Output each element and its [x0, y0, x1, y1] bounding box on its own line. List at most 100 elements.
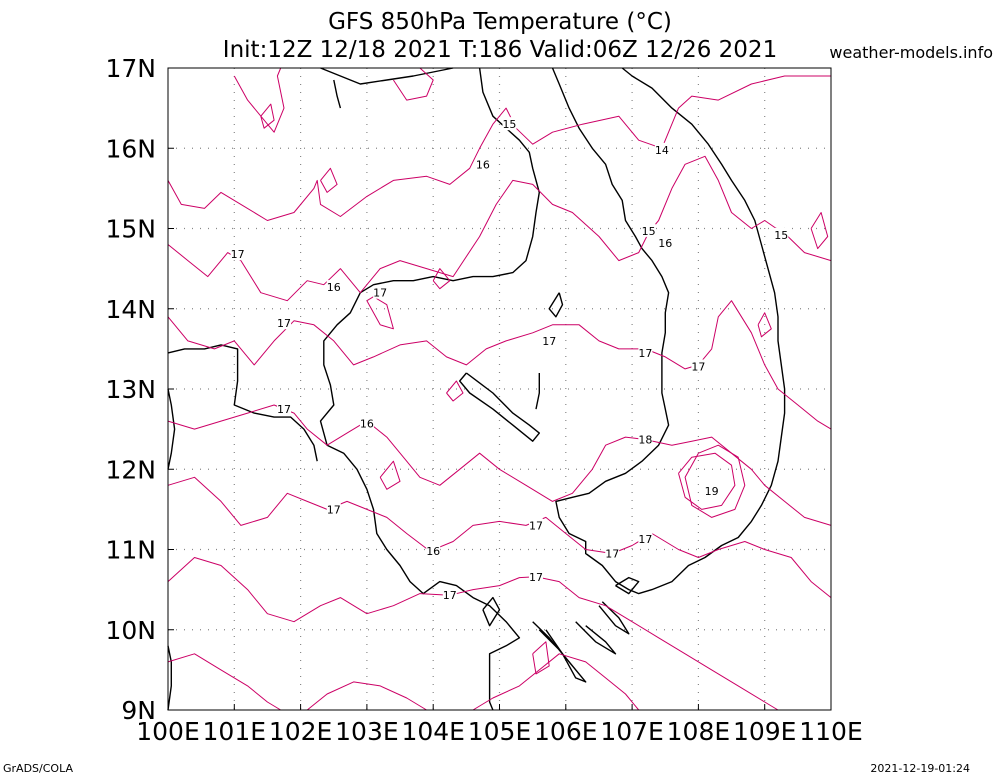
contour-label-bg — [654, 142, 669, 156]
coastline — [575, 621, 617, 655]
contour-label-bg — [638, 432, 653, 446]
y-tick-label: 9N — [121, 696, 156, 725]
coastline — [535, 373, 540, 410]
contour-label-bg — [691, 359, 706, 373]
isotherm — [167, 75, 831, 221]
generated-timestamp: 2021-12-19-01:24 — [870, 762, 970, 775]
y-tick-label: 11N — [105, 536, 156, 565]
isotherm — [366, 296, 394, 330]
contour-label: 17 — [542, 335, 556, 348]
isotherm — [472, 653, 640, 711]
contour-label-bg — [528, 569, 543, 583]
coastline — [545, 629, 586, 683]
contour-label-bg — [641, 223, 656, 237]
contour-label: 18 — [638, 434, 652, 447]
x-tick-label: 102E — [269, 717, 333, 746]
coastline — [167, 344, 318, 462]
x-tick-label: 110E — [799, 717, 863, 746]
isotherm — [379, 460, 401, 490]
coastlines-and-borders — [167, 67, 786, 711]
isotherm — [167, 155, 832, 302]
chart-title: GFS 850hPa Temperature (°C) — [328, 9, 672, 35]
longitude-axis: 100E 101E 102E 103E 104E 105E 106E 107E 108E 109E… — [136, 704, 863, 746]
contour-label: 17 — [529, 571, 543, 584]
x-tick-label: 109E — [733, 717, 797, 746]
y-tick-label: 17N — [105, 54, 156, 83]
coastline — [615, 576, 640, 595]
contour-label-bg — [426, 544, 441, 558]
contour-label: 17 — [638, 533, 652, 546]
contour-label-bg — [326, 502, 341, 516]
contour-label: 16 — [476, 158, 490, 171]
isotherm — [167, 557, 779, 711]
isotherm — [532, 641, 550, 675]
y-tick-label: 13N — [105, 375, 156, 404]
contour-label: 17 — [277, 317, 291, 330]
contour-label-bg — [704, 483, 719, 497]
contour-label: 17 — [373, 287, 387, 300]
coastline — [532, 621, 587, 683]
x-tick-label: 103E — [335, 717, 399, 746]
y-tick-label: 16N — [105, 134, 156, 163]
contour-label-bg — [373, 285, 388, 299]
isotherm — [684, 444, 746, 518]
contour-label-bg — [658, 235, 673, 249]
isotherm — [306, 681, 427, 711]
x-tick-label: 106E — [534, 717, 598, 746]
contour-label-bg — [528, 518, 543, 532]
isotherm — [320, 167, 338, 193]
contour-label-bg — [605, 546, 620, 560]
x-tick-label: 100E — [136, 717, 200, 746]
contour-label-bg — [277, 402, 292, 416]
contour-label: 19 — [705, 485, 719, 498]
coastline — [333, 79, 342, 109]
contour-label: 17 — [605, 548, 619, 561]
isotherm — [167, 404, 832, 526]
contour-label: 16 — [426, 545, 440, 558]
contour-label: 17 — [231, 248, 245, 261]
coastline — [320, 67, 454, 85]
coastline — [167, 645, 172, 711]
isotherm — [678, 452, 736, 510]
isotherm — [757, 312, 772, 338]
contour-label: 14 — [655, 144, 669, 157]
contour-label: 15 — [502, 118, 516, 131]
contour-label-bg — [542, 333, 557, 347]
y-tick-label: 12N — [105, 455, 156, 484]
coastline — [319, 67, 540, 711]
isotherm — [392, 67, 434, 101]
x-tick-label: 101E — [203, 717, 267, 746]
contour-label: 16 — [327, 281, 341, 294]
coastline — [551, 67, 786, 595]
x-tick-label: 108E — [667, 717, 731, 746]
y-tick-label: 15N — [105, 215, 156, 244]
contour-label-bg — [230, 247, 245, 261]
isotherm — [167, 653, 281, 711]
contour-label-bg — [277, 316, 292, 330]
lat-lon-grid — [168, 68, 831, 710]
contour-label-bg — [502, 117, 517, 131]
contour-label-bg — [359, 416, 374, 430]
coastline — [482, 596, 501, 627]
software-credit: GrADS/COLA — [3, 762, 73, 775]
contour-label-bg — [326, 280, 341, 294]
coastline — [598, 601, 630, 635]
coastline — [548, 292, 564, 318]
isotherm — [260, 103, 275, 129]
contour-label: 17 — [327, 503, 341, 516]
contour-label-bg — [638, 532, 653, 546]
temperature-contours — [167, 67, 832, 711]
y-tick-label: 10N — [105, 616, 156, 645]
contour-label: 17 — [277, 403, 291, 416]
coastline — [459, 372, 540, 442]
contour-label-bg — [442, 588, 457, 602]
contour-label-bg — [475, 157, 490, 171]
contour-label: 15 — [774, 229, 788, 242]
contour-label-bg — [638, 345, 653, 359]
isotherm — [233, 67, 285, 133]
contour-label-bg — [774, 227, 789, 241]
latitude-axis: 9N 10N 11N 12N 13N 14N 15N 16N 17N — [105, 54, 174, 725]
source-credit: weather-models.info — [829, 43, 993, 62]
isotherm — [446, 380, 464, 402]
